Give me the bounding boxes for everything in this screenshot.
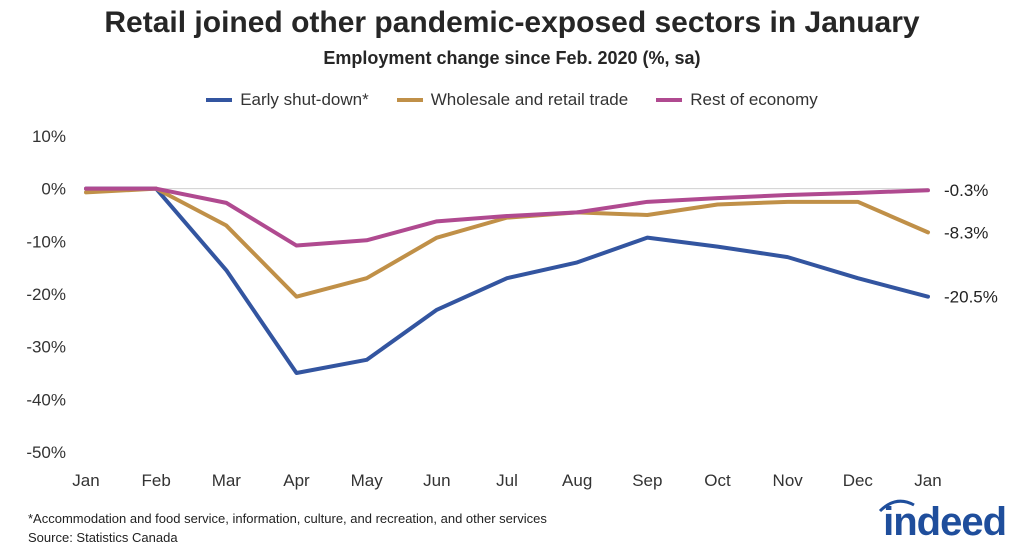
x-tick-label: Apr	[283, 471, 310, 490]
series-line-rest	[84, 186, 930, 248]
y-tick-label: -30%	[26, 338, 66, 357]
legend-label-rest: Rest of economy	[690, 90, 818, 109]
legend-swatch-rest	[656, 98, 683, 102]
legend-label-early: Early shut-down*	[240, 90, 369, 109]
x-tick-label: Feb	[142, 471, 171, 490]
series-line-wholesale	[84, 186, 930, 299]
y-tick-label: -20%	[26, 285, 66, 304]
indeed-logo: indeed	[883, 500, 1007, 544]
x-tick-label: Mar	[212, 471, 242, 490]
y-tick-label: 0%	[41, 180, 66, 199]
x-tick-label: Jun	[423, 471, 450, 490]
y-tick-label: 10%	[32, 127, 66, 146]
end-label-wholesale: -8.3%	[944, 223, 988, 242]
footnote: *Accommodation and food service, informa…	[28, 511, 547, 526]
x-tick-label: Sep	[632, 471, 662, 490]
x-tick-label: Oct	[704, 471, 731, 490]
chart-title: Retail joined other pandemic-exposed sec…	[104, 6, 920, 39]
y-tick-label: -50%	[26, 443, 66, 462]
legend-swatch-early	[206, 98, 233, 102]
x-tick-label: May	[351, 471, 384, 490]
legend-label-wholesale: Wholesale and retail trade	[430, 90, 629, 109]
series-line-early	[84, 186, 930, 375]
x-tick-label: Jul	[496, 471, 518, 490]
x-tick-label: Jan	[914, 471, 941, 490]
y-tick-label: -10%	[26, 232, 66, 251]
chart-subtitle: Employment change since Feb. 2020 (%, sa…	[323, 48, 701, 68]
chart-legend: Early shut-down* Wholesale and retail tr…	[0, 90, 1024, 110]
legend-item-wholesale: Wholesale and retail trade	[396, 90, 629, 110]
end-label-rest: -0.3%	[944, 181, 988, 200]
x-tick-label: Nov	[773, 471, 804, 490]
legend-item-rest: Rest of economy	[656, 90, 818, 110]
logo-arc-icon	[878, 499, 915, 513]
y-tick-label: -40%	[26, 390, 66, 409]
x-tick-label: Aug	[562, 471, 592, 490]
legend-item-early: Early shut-down*	[206, 90, 369, 110]
end-label-early: -20.5%	[944, 288, 998, 307]
x-tick-label: Jan	[72, 471, 99, 490]
legend-swatch-wholesale	[396, 98, 423, 102]
source-note: Source: Statistics Canada	[28, 530, 178, 545]
x-tick-label: Dec	[843, 471, 874, 490]
